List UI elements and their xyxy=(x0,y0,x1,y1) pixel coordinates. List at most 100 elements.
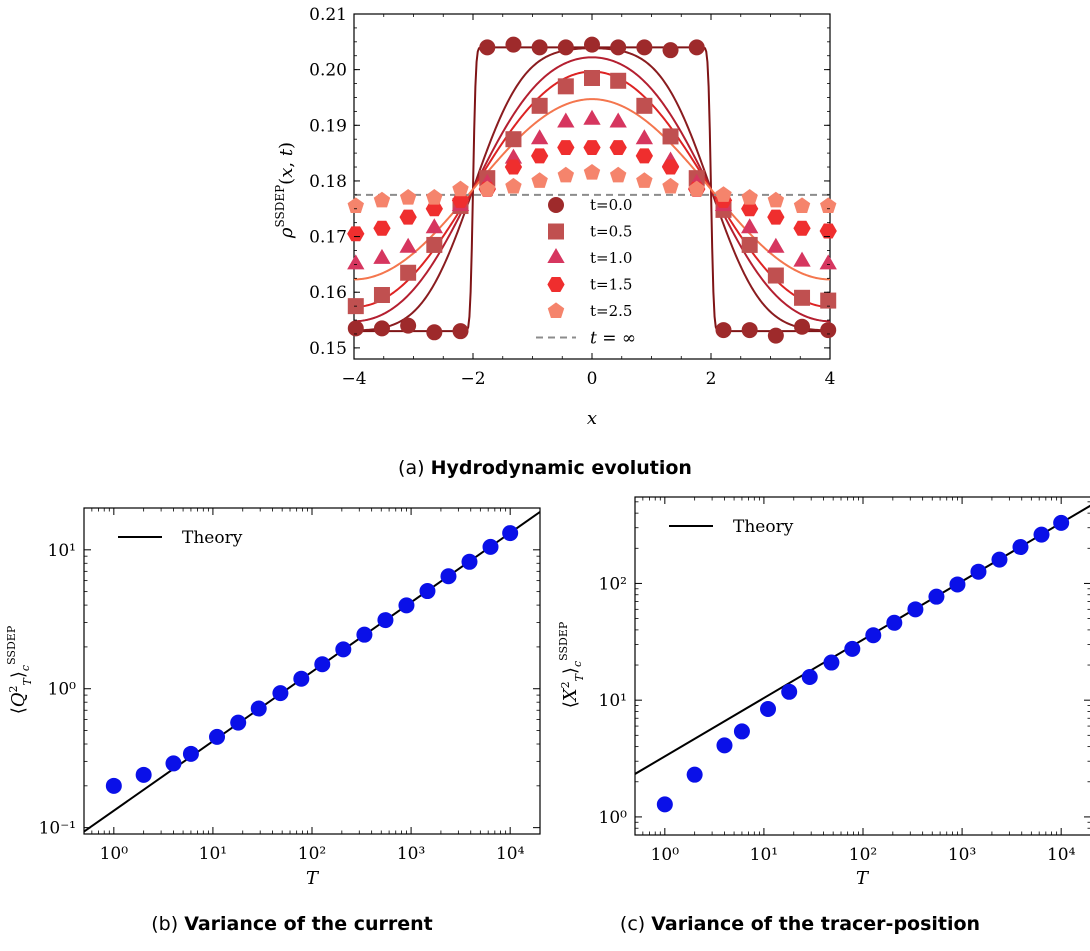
panel-a-ytick-label: 0.15 xyxy=(309,339,347,359)
pb-xtick-label: 10¹ xyxy=(199,844,227,864)
panel-b-legend: Theory xyxy=(118,528,243,548)
panel-a-point xyxy=(609,112,627,128)
panel-c-legend: Theory xyxy=(669,517,794,537)
panel-a-point xyxy=(583,163,601,180)
pc-ytick-label: 10² xyxy=(599,574,627,594)
panel-a-point xyxy=(661,159,680,175)
panel-a-point xyxy=(662,177,679,194)
pb-ytick-label: 10⁰ xyxy=(48,680,77,700)
panel-a-ytick-label: 0.17 xyxy=(309,228,347,248)
pc-point xyxy=(823,654,840,671)
pc-xtick-label: 10¹ xyxy=(750,845,778,865)
pb-xtick-label: 10⁴ xyxy=(496,844,525,864)
panel-a-point xyxy=(636,172,653,188)
caption-a: (a) Hydrodynamic evolution xyxy=(398,457,692,479)
pb-legend-label: Theory xyxy=(182,528,243,548)
pb-point xyxy=(502,525,519,542)
panel-a-point xyxy=(505,177,522,194)
panel-a-point xyxy=(819,254,837,270)
pc-point xyxy=(1053,514,1070,531)
pc-point xyxy=(949,576,966,593)
pb-point xyxy=(105,777,122,794)
pc-point xyxy=(733,723,750,740)
panel-a-point xyxy=(505,131,522,148)
panel-a-point xyxy=(347,320,364,337)
pb-point xyxy=(209,728,226,745)
pb-point xyxy=(356,626,373,643)
pb-point xyxy=(398,597,415,614)
panel-a-point xyxy=(452,323,469,340)
panel-a-point xyxy=(688,180,705,197)
pb-point xyxy=(419,583,436,600)
pb-ytick-label: 10¹ xyxy=(48,541,76,561)
pc-point xyxy=(970,563,987,580)
pc-xtick-label: 10² xyxy=(849,845,877,865)
panel-a-point xyxy=(583,140,601,156)
panel-a-point xyxy=(584,36,600,53)
panel-b-ylabel: ⟨Q2T⟩cSSDEP xyxy=(5,625,34,714)
panel-a-point xyxy=(583,109,601,125)
panel-a-ytick-label: 0.20 xyxy=(309,61,347,81)
caption-c: (c) Variance of the tracer-position xyxy=(620,913,980,935)
pb-ytick-label: 10⁻¹ xyxy=(39,819,76,839)
panel-a-point xyxy=(426,324,443,341)
pb-point xyxy=(377,612,394,629)
pc-point xyxy=(781,683,798,700)
panel-a-point xyxy=(610,39,627,56)
pb-xtick-label: 10² xyxy=(298,844,326,864)
pc-point xyxy=(716,737,733,754)
panel-a-point xyxy=(793,251,811,267)
pc-point xyxy=(886,614,903,631)
panel-a-point xyxy=(715,322,732,339)
panel-a-xtick-label: 2 xyxy=(706,369,717,389)
panel-b-xlabel: T xyxy=(306,868,320,889)
panel-a-curve-t2.5 xyxy=(353,98,831,281)
panel-a-point xyxy=(819,223,837,239)
panel-c-ylabel: ⟨X2T⟩cSSDEP xyxy=(557,621,586,708)
panel-a-point xyxy=(794,318,811,335)
pb-point xyxy=(250,700,267,717)
panel-a-point xyxy=(741,322,758,339)
panel-a-point xyxy=(610,72,627,89)
pb-point xyxy=(314,656,331,673)
panel-a-point xyxy=(373,287,390,304)
legend-label: t=1.5 xyxy=(590,276,632,294)
pc-point xyxy=(991,551,1008,568)
panel-a-hydrodynamic: −4 −2 0 2 4 0.15 0.16 0.17 0.18 0.19 0.20 0.21 x ρS… xyxy=(273,5,837,429)
panel-a-point xyxy=(504,159,523,175)
panel-a-point xyxy=(715,186,732,202)
pc-xtick-label: 10⁴ xyxy=(1047,845,1076,865)
legend-label: t=0.5 xyxy=(590,223,632,241)
panel-a-point xyxy=(584,69,600,86)
panel-a-point xyxy=(741,201,759,217)
panel-a-point xyxy=(531,148,549,164)
caption-b-title: Variance of the current xyxy=(184,913,433,935)
panel-a-curve-t1.0 xyxy=(353,56,831,323)
panel-a-point xyxy=(400,317,417,334)
legend-label: t=0.0 xyxy=(590,196,632,214)
pc-ytick-label: 10⁰ xyxy=(599,808,628,828)
pc-legend-label: Theory xyxy=(733,517,794,537)
panel-a-point xyxy=(793,197,811,213)
panel-a-point xyxy=(636,97,653,114)
panel-a-point xyxy=(609,140,627,156)
panel-a-xtick-label: −4 xyxy=(341,369,366,389)
panel-a-point xyxy=(479,180,496,197)
pb-point xyxy=(165,755,182,772)
panel-a-ytick-label: 0.21 xyxy=(309,5,347,25)
panel-a-point xyxy=(347,254,365,270)
panel-a-point xyxy=(767,327,784,344)
panel-a-point xyxy=(741,188,758,205)
legend-marker xyxy=(548,223,564,240)
panel-a-point xyxy=(767,267,784,284)
panel-a-point xyxy=(373,320,390,337)
pb-point xyxy=(135,766,152,783)
panel-a-point xyxy=(399,237,417,253)
panel-a-point xyxy=(793,220,811,236)
caption-a-prefix: (a) xyxy=(398,457,424,479)
panel-a-point xyxy=(373,248,391,264)
panel-a-point xyxy=(373,191,391,208)
panel-a-legend: t=0.0 t=0.5 t=1.0 t=1.5 t=2.5 t = ∞ xyxy=(536,196,636,349)
panel-a-point xyxy=(557,166,575,183)
